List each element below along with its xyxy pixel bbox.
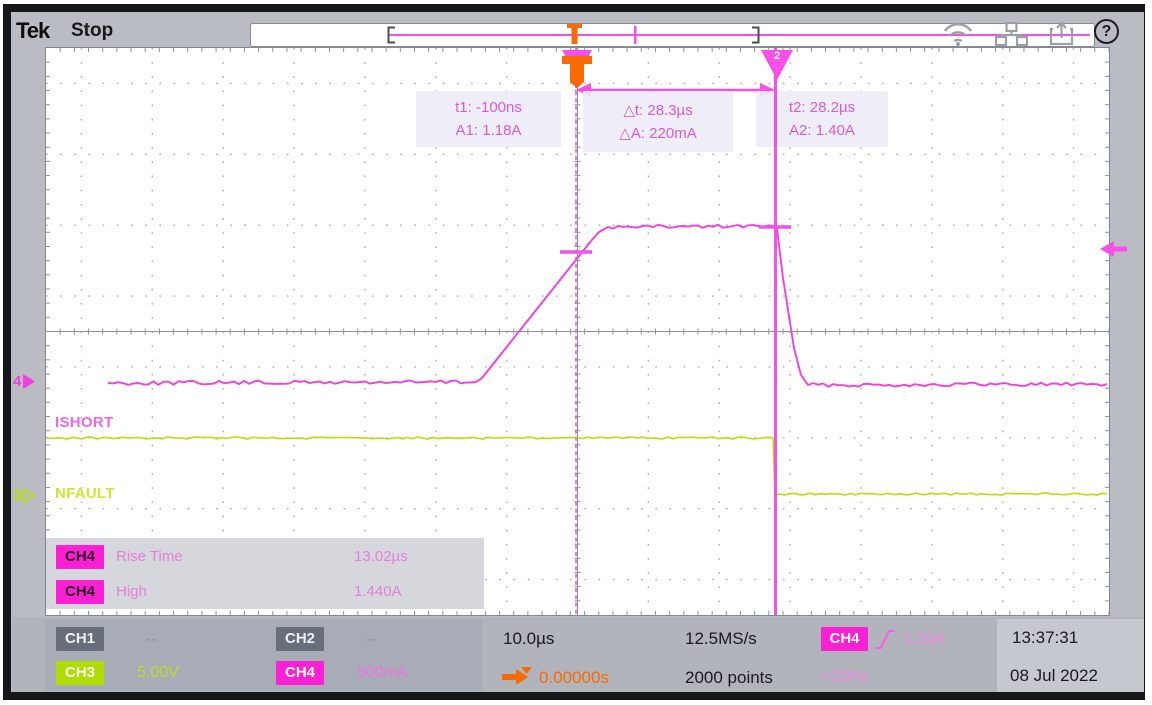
graticule-svg bbox=[46, 48, 1109, 615]
ch1-badge[interactable]: CH1 bbox=[56, 627, 104, 651]
horizontal-position[interactable]: 0.00000s bbox=[539, 668, 609, 687]
cursor2-line[interactable] bbox=[774, 48, 777, 615]
cursor2-time: t2: 28.2µs bbox=[788, 99, 856, 116]
ch4-badge[interactable]: CH4 bbox=[276, 661, 324, 685]
measurement-panel: CH4 Rise Time 13.02µs CH4 High 1.440A bbox=[46, 538, 484, 609]
ch4-waveform-label[interactable]: ISHORT bbox=[55, 414, 114, 431]
record-cursor-tick bbox=[634, 26, 637, 44]
ch1-scale: -- bbox=[146, 631, 157, 648]
cursor2-handle[interactable]: 2 bbox=[773, 50, 781, 62]
cursor1-readout: t1: -100ns A1: 1.18A bbox=[416, 91, 561, 147]
sample-rate: 12.5MS/s bbox=[685, 629, 757, 648]
horizontal-position-icon bbox=[502, 667, 532, 685]
tek-logo: Tek bbox=[16, 18, 50, 43]
help-icon[interactable]: ? bbox=[1094, 19, 1119, 44]
ch3-waveform-label[interactable]: NFAULT bbox=[55, 485, 115, 502]
clock-date: 08 Jul 2022 bbox=[1010, 666, 1098, 685]
delta-amplitude: △A: 220mA bbox=[619, 125, 697, 142]
cursor2-amplitude: A2: 1.40A bbox=[789, 122, 855, 139]
measurement-value: 1.440A bbox=[354, 583, 402, 600]
measurement-row[interactable]: CH4 Rise Time 13.02µs bbox=[46, 545, 484, 570]
trigger-level[interactable]: 1.20A bbox=[903, 631, 945, 648]
acquisition-status[interactable]: Stop bbox=[71, 20, 114, 41]
trigger-source-badge[interactable]: CH4 bbox=[821, 627, 868, 651]
cursor-delta-readout: △t: 28.3µs △A: 220mA bbox=[583, 91, 733, 152]
measurement-source-badge[interactable]: CH4 bbox=[56, 580, 104, 604]
measurement-name: Rise Time bbox=[116, 548, 183, 565]
record-trigger-marker bbox=[567, 24, 582, 44]
clock-time: 13:37:31 bbox=[1012, 628, 1079, 647]
outline-right-triangle-icon bbox=[22, 487, 37, 504]
measurement-source-badge[interactable]: CH4 bbox=[56, 545, 104, 569]
filled-right-triangle-icon bbox=[23, 374, 36, 389]
delta-time: △t: 28.3µs bbox=[623, 102, 693, 119]
trigger-level-marker[interactable] bbox=[1100, 241, 1128, 257]
ch3-badge[interactable]: CH3 bbox=[56, 661, 104, 685]
ch2-badge[interactable]: CH2 bbox=[276, 627, 324, 651]
record-length: 2000 points bbox=[685, 668, 773, 687]
save-file-icon[interactable] bbox=[1048, 20, 1076, 47]
ch4-scale: 500mA bbox=[357, 664, 408, 681]
network-icon[interactable] bbox=[995, 22, 1028, 46]
measurement-value: 13.02µs bbox=[354, 548, 408, 565]
wifi-icon[interactable] bbox=[941, 20, 975, 47]
cursor1-time: t1: -100ns bbox=[455, 99, 522, 116]
record-right-bracket bbox=[752, 26, 760, 44]
horizontal-scale[interactable]: 10.0µs bbox=[503, 629, 555, 648]
ch3-position-marker[interactable]: 3 bbox=[13, 487, 37, 504]
record-view-bar[interactable] bbox=[250, 23, 1095, 47]
measurement-row[interactable]: CH4 High 1.440A bbox=[46, 580, 484, 605]
trigger-frequency: <10Hz bbox=[821, 668, 868, 685]
channel-panel bbox=[45, 620, 482, 691]
record-left-bracket bbox=[387, 26, 395, 44]
datetime-box bbox=[997, 619, 1144, 692]
measurement-name: High bbox=[116, 583, 147, 600]
cursor1-amplitude: A1: 1.18A bbox=[455, 122, 522, 139]
waveform-display: t1: -100ns A1: 1.18A △t: 28.3µs △A: 220m… bbox=[45, 47, 1110, 616]
rising-edge-icon bbox=[875, 630, 895, 649]
ch4-position-marker[interactable]: 4 bbox=[13, 373, 36, 390]
ch2-scale: -- bbox=[366, 631, 377, 648]
ch3-scale: 5.00V bbox=[137, 664, 179, 681]
cursor2-readout: t2: 28.2µs A2: 1.40A bbox=[756, 91, 888, 147]
